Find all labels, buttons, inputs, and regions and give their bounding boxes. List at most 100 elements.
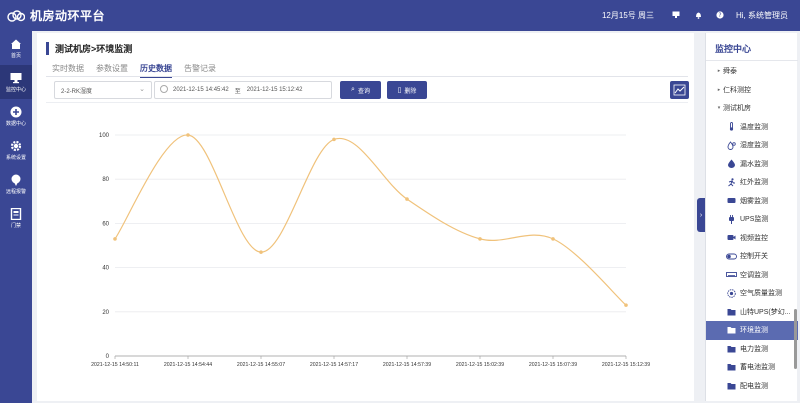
- tree-item[interactable]: 空气质量监测: [706, 284, 798, 303]
- tree-item-label: 漏水监测: [740, 160, 768, 168]
- screen-icon[interactable]: [670, 11, 682, 20]
- data-point[interactable]: [186, 133, 190, 137]
- nav-item-access-control[interactable]: 门禁: [0, 201, 32, 235]
- tab-parameter-settings[interactable]: 参数设置: [96, 64, 128, 73]
- user-greeting[interactable]: Hi, 系统管理员: [736, 11, 788, 20]
- tree-item[interactable]: 湿度监测: [706, 136, 798, 155]
- data-point[interactable]: [259, 250, 263, 254]
- tree-item-label: 温度监测: [740, 123, 768, 131]
- tree-item[interactable]: 环境监测: [706, 321, 798, 340]
- cloud-logo-icon: [7, 9, 25, 22]
- tree-item-label: 电力监测: [740, 345, 768, 353]
- tree-item-label: 红外监测: [740, 179, 768, 187]
- video-camera-icon: [726, 233, 737, 242]
- data-point[interactable]: [332, 137, 336, 142]
- tab-alarm-records[interactable]: 告警记录: [184, 64, 216, 73]
- tree-item[interactable]: ▸ 仁科测控: [706, 81, 798, 100]
- clock-icon: [160, 85, 168, 93]
- sensor-select[interactable]: 2-2-RK湿度 ⌄: [54, 81, 152, 99]
- door-icon: [10, 207, 22, 220]
- svg-text:?: ?: [718, 12, 721, 19]
- x-tick-label: 2021-12-15 14:55:07: [237, 362, 285, 368]
- search-icon: ⌕: [351, 86, 355, 93]
- tab-history-data[interactable]: 历史数据: [140, 63, 172, 78]
- x-tick-label: 2021-12-15 14:57:39: [383, 362, 431, 368]
- tree-item[interactable]: 电力监测: [706, 340, 798, 359]
- plug-icon: [726, 214, 737, 224]
- tree-item[interactable]: 温度监测: [706, 118, 798, 137]
- sensor-select-value: 2-2-RK湿度: [61, 88, 93, 95]
- chevron-right-icon: ›: [699, 211, 703, 219]
- x-tick-label: 2021-12-15 15:07:39: [529, 362, 577, 368]
- data-point[interactable]: [113, 237, 117, 241]
- tree-item[interactable]: 漏水监测: [706, 155, 798, 174]
- tree-item[interactable]: 红外监测: [706, 173, 798, 192]
- y-tick-label: 20: [102, 310, 109, 316]
- running-man-icon: [726, 177, 737, 187]
- tree-item-label: 烟雾监测: [740, 197, 768, 205]
- folder-icon: [726, 307, 737, 316]
- x-tick-label: 2021-12-15 14:54:44: [164, 362, 212, 368]
- search-button[interactable]: ⌕ 查询: [340, 81, 381, 99]
- data-point[interactable]: [478, 237, 482, 241]
- nav-item-home[interactable]: 首页: [0, 31, 32, 65]
- monitor-icon: [10, 72, 22, 83]
- series-line: [114, 134, 627, 306]
- tree-item-label: 仁科测控: [723, 86, 751, 94]
- tree-item-label: 舜泰: [723, 68, 737, 76]
- tree-item-label: 山特UPS(梦幻...: [740, 308, 791, 316]
- nav-item-system-settings[interactable]: 系统设置: [0, 133, 32, 167]
- y-tick-label: 80: [102, 177, 109, 183]
- data-point[interactable]: [405, 197, 409, 201]
- gear-icon: [10, 140, 22, 151]
- tree-item[interactable]: ▸ 舜泰: [706, 62, 798, 81]
- nav-item-remote-alarm[interactable]: 远程报警: [0, 167, 32, 201]
- right-panel-title: 监控中心: [715, 44, 752, 54]
- tree-item[interactable]: 空调监测: [706, 266, 798, 285]
- x-tick-label: 2021-12-15 14:57:17: [310, 362, 358, 368]
- tree-item-label: 视频监控: [740, 234, 768, 242]
- tree-item[interactable]: ▾ 测试机房: [706, 99, 798, 118]
- delete-button[interactable]: ▯ 删除: [387, 81, 427, 99]
- x-tick-label: 2021-12-15 15:12:39: [602, 362, 650, 368]
- main-panel: 测试机房>环境监测 实时数据 参数设置 历史数据 告警记录 2-2-RK湿度 ⌄…: [37, 33, 694, 401]
- date-range-picker[interactable]: 2021-12-15 14:45:42 至 2021-12-15 15:12:4…: [154, 81, 332, 99]
- tree-item[interactable]: UPS监测: [706, 210, 798, 229]
- panel-collapse-button[interactable]: ›: [697, 198, 705, 232]
- caret-down-icon[interactable]: ▾: [717, 105, 721, 112]
- end-time-input[interactable]: 2021-12-15 15:12:42: [246, 87, 303, 93]
- tree-item[interactable]: 控制开关: [706, 247, 798, 266]
- range-separator: 至: [234, 88, 241, 95]
- trash-icon: ▯: [397, 87, 402, 94]
- tree-item[interactable]: 视频监控: [706, 229, 798, 248]
- y-tick-label: 60: [102, 221, 109, 227]
- tree-item-label: 环境监测: [740, 327, 768, 335]
- tab-realtime-data[interactable]: 实时数据: [52, 64, 84, 73]
- bell-icon[interactable]: [692, 11, 704, 21]
- help-icon[interactable]: ?: [714, 10, 726, 21]
- folder-icon: [726, 363, 737, 372]
- data-point[interactable]: [551, 237, 555, 241]
- tree-item[interactable]: 烟雾监测: [706, 192, 798, 211]
- nav-item-data-center[interactable]: 数据中心: [0, 99, 32, 133]
- tree-scrollbar[interactable]: [794, 309, 797, 369]
- right-panel-divider: [706, 60, 798, 61]
- tree-item[interactable]: 配电监测: [706, 377, 798, 396]
- tab-bar: 实时数据 参数设置 历史数据 告警记录: [52, 63, 228, 78]
- page-title: 测试机房>环境监测: [55, 44, 133, 54]
- folder-icon: [726, 326, 737, 335]
- device-tree: ▸ 舜泰 ▸ 仁科测控 ▾ 测试机房 温度监测 湿度监测 漏水监测 红外监测 烟雾监测 UPS监测 视频…: [706, 62, 798, 395]
- date-display: 12月15号 周三: [601, 11, 654, 20]
- tree-item-label: 湿度监测: [740, 142, 768, 150]
- nav-item-monitor-center[interactable]: 监控中心: [0, 65, 32, 99]
- tree-item[interactable]: 蓄电池监测: [706, 358, 798, 377]
- data-icon: [10, 106, 22, 117]
- caret-right-icon[interactable]: ▸: [717, 68, 721, 75]
- data-point[interactable]: [624, 303, 628, 307]
- y-tick-label: 100: [99, 133, 110, 139]
- caret-right-icon[interactable]: ▸: [717, 86, 721, 93]
- top-bar: 机房动环平台 12月15号 周三 ? Hi, 系统管理员: [0, 0, 800, 31]
- start-time-input[interactable]: 2021-12-15 14:45:42: [173, 87, 229, 93]
- chart-toggle-button[interactable]: [670, 81, 689, 99]
- tree-item[interactable]: 山特UPS(梦幻...: [706, 303, 798, 322]
